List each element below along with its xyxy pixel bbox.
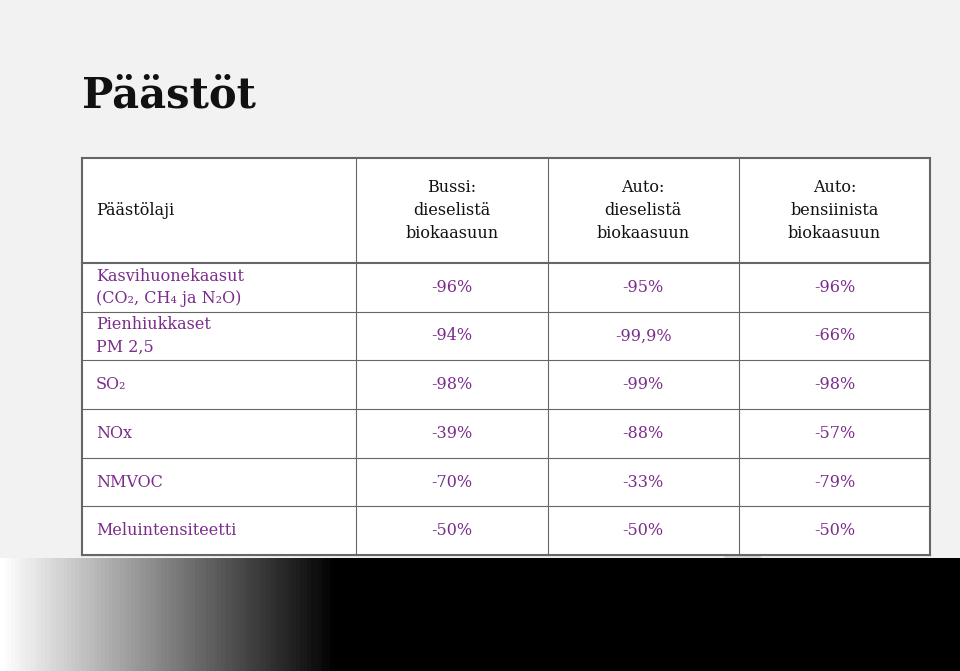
Text: -33%: -33% [622, 474, 663, 491]
Text: Auto:
dieselistä
biokaasuun: Auto: dieselistä biokaasuun [596, 178, 689, 242]
Text: -96%: -96% [814, 279, 855, 296]
Text: -98%: -98% [431, 376, 472, 393]
Text: -39%: -39% [431, 425, 472, 442]
Text: -94%: -94% [431, 327, 472, 344]
Text: -88%: -88% [622, 425, 663, 442]
Text: -66%: -66% [814, 327, 855, 344]
Text: Vaasa
Energy Institute: Vaasa Energy Institute [82, 626, 171, 650]
Text: Kasvihuonekaasut
(CO₂, CH₄ ja N₂O): Kasvihuonekaasut (CO₂, CH₄ ja N₂O) [96, 268, 244, 307]
Text: Lähde: Lampinen 2003: Jätteiden liikennekäyttöpotentiaali Suomessa. Kuntatekniik: Lähde: Lampinen 2003: Jätteiden liikenne… [140, 580, 724, 593]
Text: -57%: -57% [814, 425, 855, 442]
Bar [0, 643, 18, 671]
Text: -50%: -50% [431, 522, 472, 539]
Text: -50%: -50% [814, 522, 855, 539]
Text: Bussi:
dieselistä
biokaasuun: Bussi: dieselistä biokaasuun [405, 178, 498, 242]
Text: -99%: -99% [622, 376, 663, 393]
Text: Päästöt: Päästöt [82, 74, 256, 116]
Text: NMVOC: NMVOC [96, 474, 163, 491]
Text: Auto:
bensiinista
biokaasuun: Auto: bensiinista biokaasuun [788, 178, 881, 242]
Text: SO₂: SO₂ [96, 376, 127, 393]
Bar [0, 657, 960, 671]
Text: Meluintensiteetti: Meluintensiteetti [96, 522, 236, 539]
Text: Päästölaji: Päästölaji [96, 202, 175, 219]
Text: NOx: NOx [96, 425, 132, 442]
Text: Pienhiukkaset
PM 2,5: Pienhiukkaset PM 2,5 [96, 317, 211, 356]
Text: -95%: -95% [622, 279, 663, 296]
Text: -99,9%: -99,9% [614, 327, 671, 344]
Bar [82, 158, 930, 555]
Text: -70%: -70% [431, 474, 472, 491]
Text: -50%: -50% [623, 522, 663, 539]
Text: -96%: -96% [431, 279, 472, 296]
Text: -98%: -98% [814, 376, 855, 393]
Text: <www.kaapeli.fi/~tep/projektit/liikenteen_biopolttoaineet/Kuntatekniikka_biokaas: <www.kaapeli.fi/~tep/projektit/liikentee… [140, 596, 731, 609]
Text: -79%: -79% [814, 474, 855, 491]
